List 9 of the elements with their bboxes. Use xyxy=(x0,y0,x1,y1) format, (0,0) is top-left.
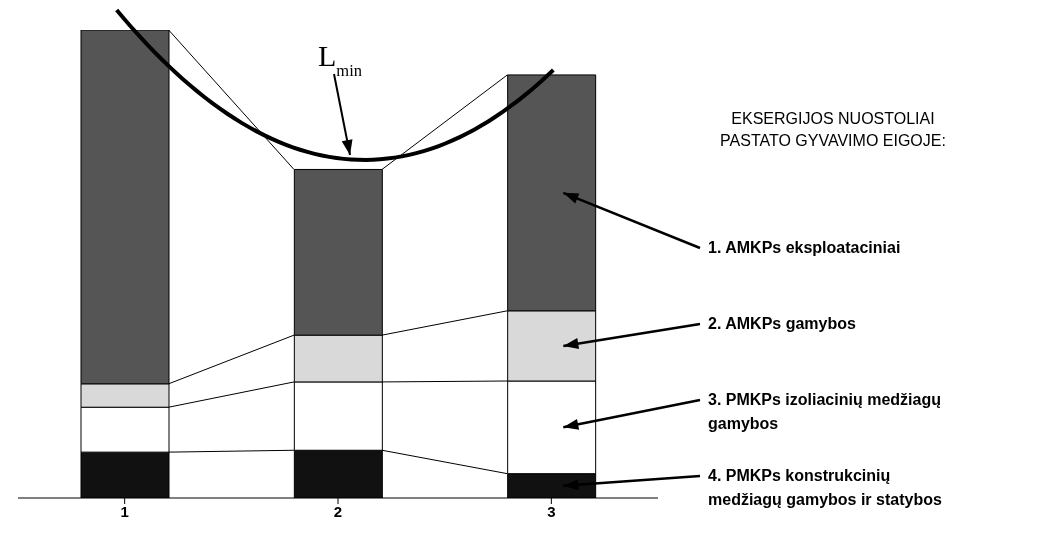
text: 3. PMKPs izoliacinių medžiagų gamybos xyxy=(708,390,942,434)
legend-title: EKSERGIJOS NUOSTOLIAI PASTATO GYVAVIMO EIGOJE: xyxy=(719,109,947,151)
x-tick-label: 1 xyxy=(120,502,129,520)
text: 4. PMKPs konstrukcinių medžiagų gamybos ir statybos xyxy=(708,466,943,510)
x-tick-label: 2 xyxy=(333,502,343,520)
x-tick-label: 3 xyxy=(547,502,556,520)
text: 2. AMKPs gamybos xyxy=(708,314,857,334)
text: 1. AMKPs eksploataciniai xyxy=(708,238,902,258)
annotation: L$_{min}$ xyxy=(318,39,362,80)
